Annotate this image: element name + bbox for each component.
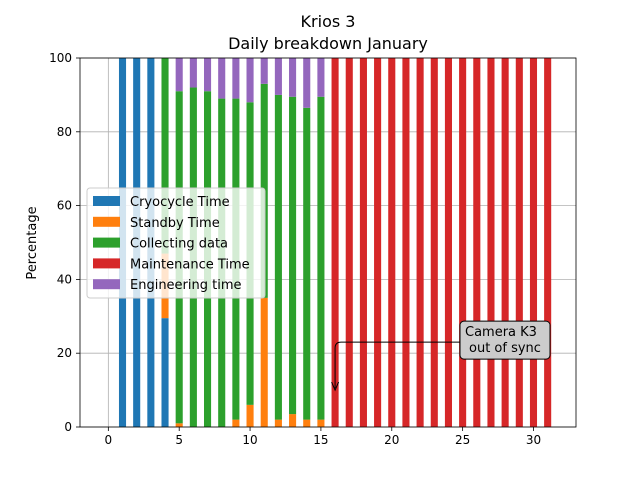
bar-collecting-data bbox=[274, 94, 282, 420]
bar-collecting-data bbox=[317, 96, 325, 420]
bar-engineering-time bbox=[232, 58, 240, 99]
annotation-arrowhead bbox=[331, 381, 340, 392]
bar-maintenance-time bbox=[359, 58, 367, 427]
annotation-box bbox=[459, 320, 551, 360]
bar-maintenance-time bbox=[529, 58, 538, 427]
legend-swatch bbox=[93, 237, 120, 248]
bar-cryocycle-time bbox=[161, 318, 169, 427]
y-axis-label: Percentage bbox=[25, 206, 40, 279]
bar-engineering-time bbox=[204, 58, 212, 92]
x-tick-label: 15 bbox=[313, 433, 328, 447]
x-tick-label: 20 bbox=[384, 433, 399, 447]
bar-maintenance-time bbox=[515, 58, 523, 427]
x-tick-label: 25 bbox=[455, 433, 470, 447]
bar-collecting-data bbox=[289, 96, 297, 415]
y-tick-label: 80 bbox=[57, 125, 72, 139]
legend-label: Collecting data bbox=[130, 237, 228, 252]
legend-swatch bbox=[93, 196, 120, 206]
bar-maintenance-time bbox=[544, 58, 552, 427]
axes-frame bbox=[79, 57, 577, 428]
bar-maintenance-time bbox=[430, 58, 438, 427]
bar-engineering-time bbox=[260, 58, 268, 84]
y-tick-label: 20 bbox=[57, 346, 72, 360]
x-tick-label: 5 bbox=[175, 433, 183, 447]
y-tick-label: 60 bbox=[57, 199, 72, 213]
bar-engineering-time bbox=[246, 58, 254, 103]
bar-engineering-time bbox=[189, 58, 197, 88]
annotation-text-line1: Camera K3 bbox=[465, 325, 537, 340]
bar-maintenance-time bbox=[345, 58, 353, 427]
legend-label: Maintenance Time bbox=[130, 257, 250, 272]
bar-maintenance-time bbox=[416, 58, 424, 427]
bar-collecting-data bbox=[303, 107, 311, 420]
bar-maintenance-time bbox=[374, 58, 382, 427]
bar-standby-time bbox=[289, 414, 297, 427]
bar-maintenance-time bbox=[388, 58, 396, 427]
legend: Cryocycle Time Standby Time Collecting dat… bbox=[86, 187, 266, 299]
bar-standby-time bbox=[274, 419, 282, 427]
bar-standby-time bbox=[175, 423, 183, 427]
bar-standby-time bbox=[232, 419, 240, 427]
legend-label: Standby Time bbox=[130, 216, 220, 231]
bar-standby-time bbox=[260, 297, 268, 427]
x-tick-label: 0 bbox=[105, 433, 113, 447]
bar-maintenance-time bbox=[501, 58, 509, 427]
legend-swatch bbox=[93, 258, 120, 269]
bar-maintenance-time bbox=[331, 58, 339, 427]
annotation-arrow bbox=[334, 341, 460, 389]
bar-engineering-time bbox=[218, 58, 226, 99]
bar-maintenance-time bbox=[444, 58, 452, 427]
bar-maintenance-time bbox=[402, 58, 410, 427]
chart-title: Krios 3 bbox=[301, 12, 356, 31]
bar-engineering-time bbox=[303, 58, 311, 108]
bar-engineering-time bbox=[289, 58, 297, 97]
bar-standby-time bbox=[317, 419, 325, 427]
y-tick-label: 100 bbox=[49, 51, 72, 65]
bar-collecting-data bbox=[161, 58, 169, 254]
bar-maintenance-time bbox=[459, 58, 467, 427]
y-tick-label: 40 bbox=[57, 272, 72, 286]
legend-box bbox=[86, 187, 266, 299]
legend-swatch bbox=[93, 216, 120, 227]
bar-maintenance-time bbox=[473, 58, 481, 427]
bar-standby-time bbox=[246, 404, 254, 427]
x-tick-label: 30 bbox=[526, 433, 541, 447]
bar-standby-time bbox=[303, 419, 311, 427]
bar-engineering-time bbox=[274, 58, 282, 95]
x-tick-label: 10 bbox=[242, 433, 257, 447]
legend-label: Engineering time bbox=[130, 278, 242, 293]
bar-engineering-time bbox=[317, 58, 325, 97]
annotation-text-line2: out of sync bbox=[469, 341, 541, 356]
bar-engineering-time bbox=[175, 58, 183, 92]
legend-label: Cryocycle Time bbox=[130, 195, 230, 210]
bar-maintenance-time bbox=[487, 58, 495, 427]
y-tick-label: 0 bbox=[64, 420, 72, 434]
legend-swatch bbox=[93, 279, 120, 290]
chart-subtitle: Daily breakdown January bbox=[228, 34, 428, 53]
axes: 0 5 10 15 20 25 30 0 20 40 60 80 100 bbox=[49, 51, 577, 447]
